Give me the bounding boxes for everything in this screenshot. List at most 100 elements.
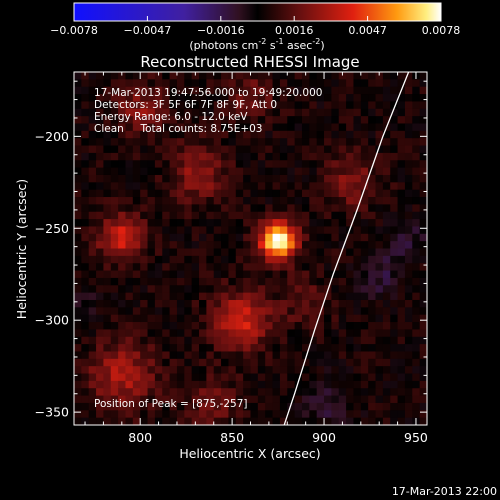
- heatmap-cell: [228, 226, 237, 235]
- heatmap-cell: [360, 373, 369, 382]
- heatmap-cell: [279, 358, 288, 367]
- heatmap-cell: [279, 94, 288, 102]
- heatmap-cell: [368, 152, 376, 161]
- heatmap-cell: [316, 94, 325, 102]
- heatmap-cell: [375, 336, 384, 345]
- colorbar-tick-label: 0.0016: [275, 24, 314, 37]
- heatmap-cell: [125, 189, 134, 198]
- heatmap-cell: [368, 94, 376, 102]
- heatmap-cell: [88, 373, 97, 382]
- heatmap-cell: [390, 130, 398, 139]
- heatmap-cell: [140, 270, 148, 279]
- heatmap-cell: [110, 417, 119, 425]
- heatmap-cell: [96, 197, 104, 205]
- heatmap-cell: [390, 344, 398, 352]
- heatmap-cell: [243, 358, 251, 367]
- heatmap-cell: [375, 255, 384, 264]
- heatmap-cell: [213, 336, 222, 345]
- heatmap-cell: [118, 130, 126, 139]
- heatmap-cell: [250, 417, 259, 425]
- heatmap-cell: [243, 366, 251, 374]
- heatmap-cell: [81, 285, 90, 294]
- heatmap-cell: [199, 72, 207, 80]
- heatmap-cell: [353, 138, 362, 146]
- heatmap-cell: [346, 277, 354, 286]
- x-tick-label: 950: [404, 430, 428, 445]
- heatmap-cell: [162, 72, 170, 80]
- heatmap-cell: [287, 138, 296, 146]
- heatmap-cell: [118, 263, 126, 271]
- heatmap-cell: [324, 86, 332, 95]
- heatmap-cell: [412, 189, 421, 198]
- heatmap-cell: [316, 395, 325, 404]
- heatmap-cell: [353, 336, 362, 345]
- heatmap-cell: [412, 219, 421, 227]
- heatmap-cell: [96, 255, 104, 264]
- heatmap-cell: [235, 123, 244, 132]
- heatmap-cell: [412, 160, 421, 168]
- heatmap-cell: [404, 329, 413, 338]
- heatmap-cell: [375, 351, 384, 360]
- heatmap-cell: [382, 366, 391, 374]
- heatmap-cell: [162, 86, 170, 95]
- heatmap-cell: [272, 233, 281, 242]
- heatmap-cell: [213, 307, 222, 316]
- heatmap-cell: [390, 373, 398, 382]
- heatmap-cell: [375, 373, 384, 382]
- heatmap-cell: [88, 248, 97, 257]
- heatmap-cell: [360, 219, 369, 227]
- heatmap-cell: [206, 299, 215, 308]
- heatmap-cell: [74, 86, 82, 95]
- heatmap-cell: [331, 138, 340, 146]
- heatmap-cell: [147, 380, 156, 389]
- heatmap-cell: [375, 189, 384, 198]
- heatmap-cell: [419, 152, 427, 161]
- heatmap-cell: [221, 270, 229, 279]
- heatmap-cell: [301, 410, 310, 419]
- heatmap-cell: [324, 174, 332, 183]
- heatmap-cell: [96, 388, 104, 396]
- heatmap-cell: [257, 79, 266, 88]
- heatmap-cell: [375, 160, 384, 168]
- heatmap-cell: [279, 366, 288, 374]
- heatmap-cell: [368, 101, 376, 110]
- heatmap-cell: [346, 307, 354, 316]
- heatmap-cell: [250, 314, 259, 323]
- heatmap-cell: [74, 189, 82, 198]
- heatmap-cell: [419, 182, 427, 191]
- heatmap-cell: [272, 204, 281, 213]
- heatmap-cell: [199, 108, 207, 117]
- heatmap-cell: [404, 182, 413, 191]
- heatmap-cell: [375, 248, 384, 257]
- heatmap-cell: [162, 167, 170, 176]
- heatmap-cell: [375, 86, 384, 95]
- heatmap-cell: [301, 219, 310, 227]
- heatmap-cell: [316, 366, 325, 374]
- heatmap-cell: [316, 351, 325, 360]
- heatmap-cell: [257, 219, 266, 227]
- heatmap-cell: [110, 138, 119, 146]
- heatmap-cell: [228, 395, 237, 404]
- heatmap-cell: [147, 211, 156, 220]
- heatmap-cell: [118, 79, 126, 88]
- heatmap-cell: [353, 329, 362, 338]
- heatmap-cell: [154, 226, 163, 235]
- heatmap-cell: [272, 189, 281, 198]
- heatmap-cell: [287, 417, 296, 425]
- heatmap-cell: [191, 329, 200, 338]
- heatmap-cell: [346, 182, 354, 191]
- heatmap-cell: [375, 167, 384, 176]
- heatmap-cell: [346, 255, 354, 264]
- heatmap-cell: [368, 189, 376, 198]
- heatmap-cell: [353, 417, 362, 425]
- heatmap-cell: [140, 233, 148, 242]
- heatmap-cell: [81, 344, 90, 352]
- heatmap-cell: [184, 270, 193, 279]
- heatmap-cell: [301, 248, 310, 257]
- heatmap-cell: [324, 358, 332, 367]
- heatmap-cell: [96, 270, 104, 279]
- heatmap-cell: [81, 255, 90, 264]
- heatmap-cell: [118, 160, 126, 168]
- heatmap-cell: [412, 255, 421, 264]
- heatmap-cell: [331, 145, 340, 154]
